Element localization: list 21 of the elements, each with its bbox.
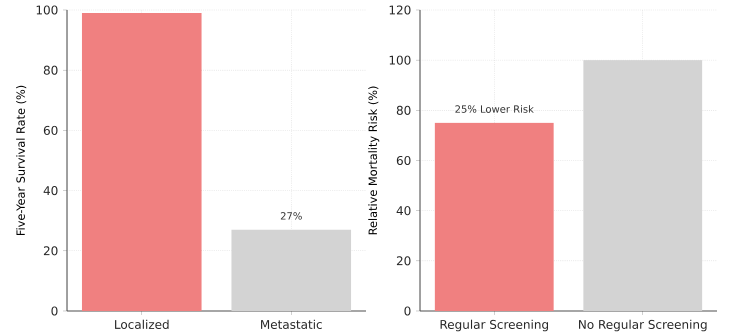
x-tick-label: Metastatic [261, 320, 322, 329]
x-tick-label: No Regular Screening [579, 320, 707, 332]
y-tick-label: 100 [36, 5, 58, 15]
y-tick-label: 60 [396, 156, 410, 166]
annotation: 27% [280, 212, 302, 220]
y-tick-label: 20 [44, 246, 58, 256]
y-tick-label: 0 [51, 306, 58, 316]
y-tick-label: 0 [404, 306, 410, 316]
x-tick-label: Regular Screening [440, 320, 548, 332]
y-tick-label: 60 [44, 126, 58, 135]
annotation: 25% Lower Risk [455, 105, 534, 113]
y-tick-label: 80 [396, 106, 410, 115]
y-tick-label: 40 [44, 186, 58, 196]
y-axis-title: Relative Mortality Risk (%) [368, 86, 380, 234]
y-tick-label: 40 [396, 206, 410, 216]
y-tick-label: 120 [390, 5, 410, 15]
y-axis-title: Five-Year Survival Rate (%) [16, 86, 26, 236]
y-tick-label: 100 [390, 56, 410, 65]
y-tick-label: 80 [44, 66, 58, 75]
y-tick-label: 20 [396, 256, 410, 266]
x-tick-label: Localized [115, 320, 169, 329]
